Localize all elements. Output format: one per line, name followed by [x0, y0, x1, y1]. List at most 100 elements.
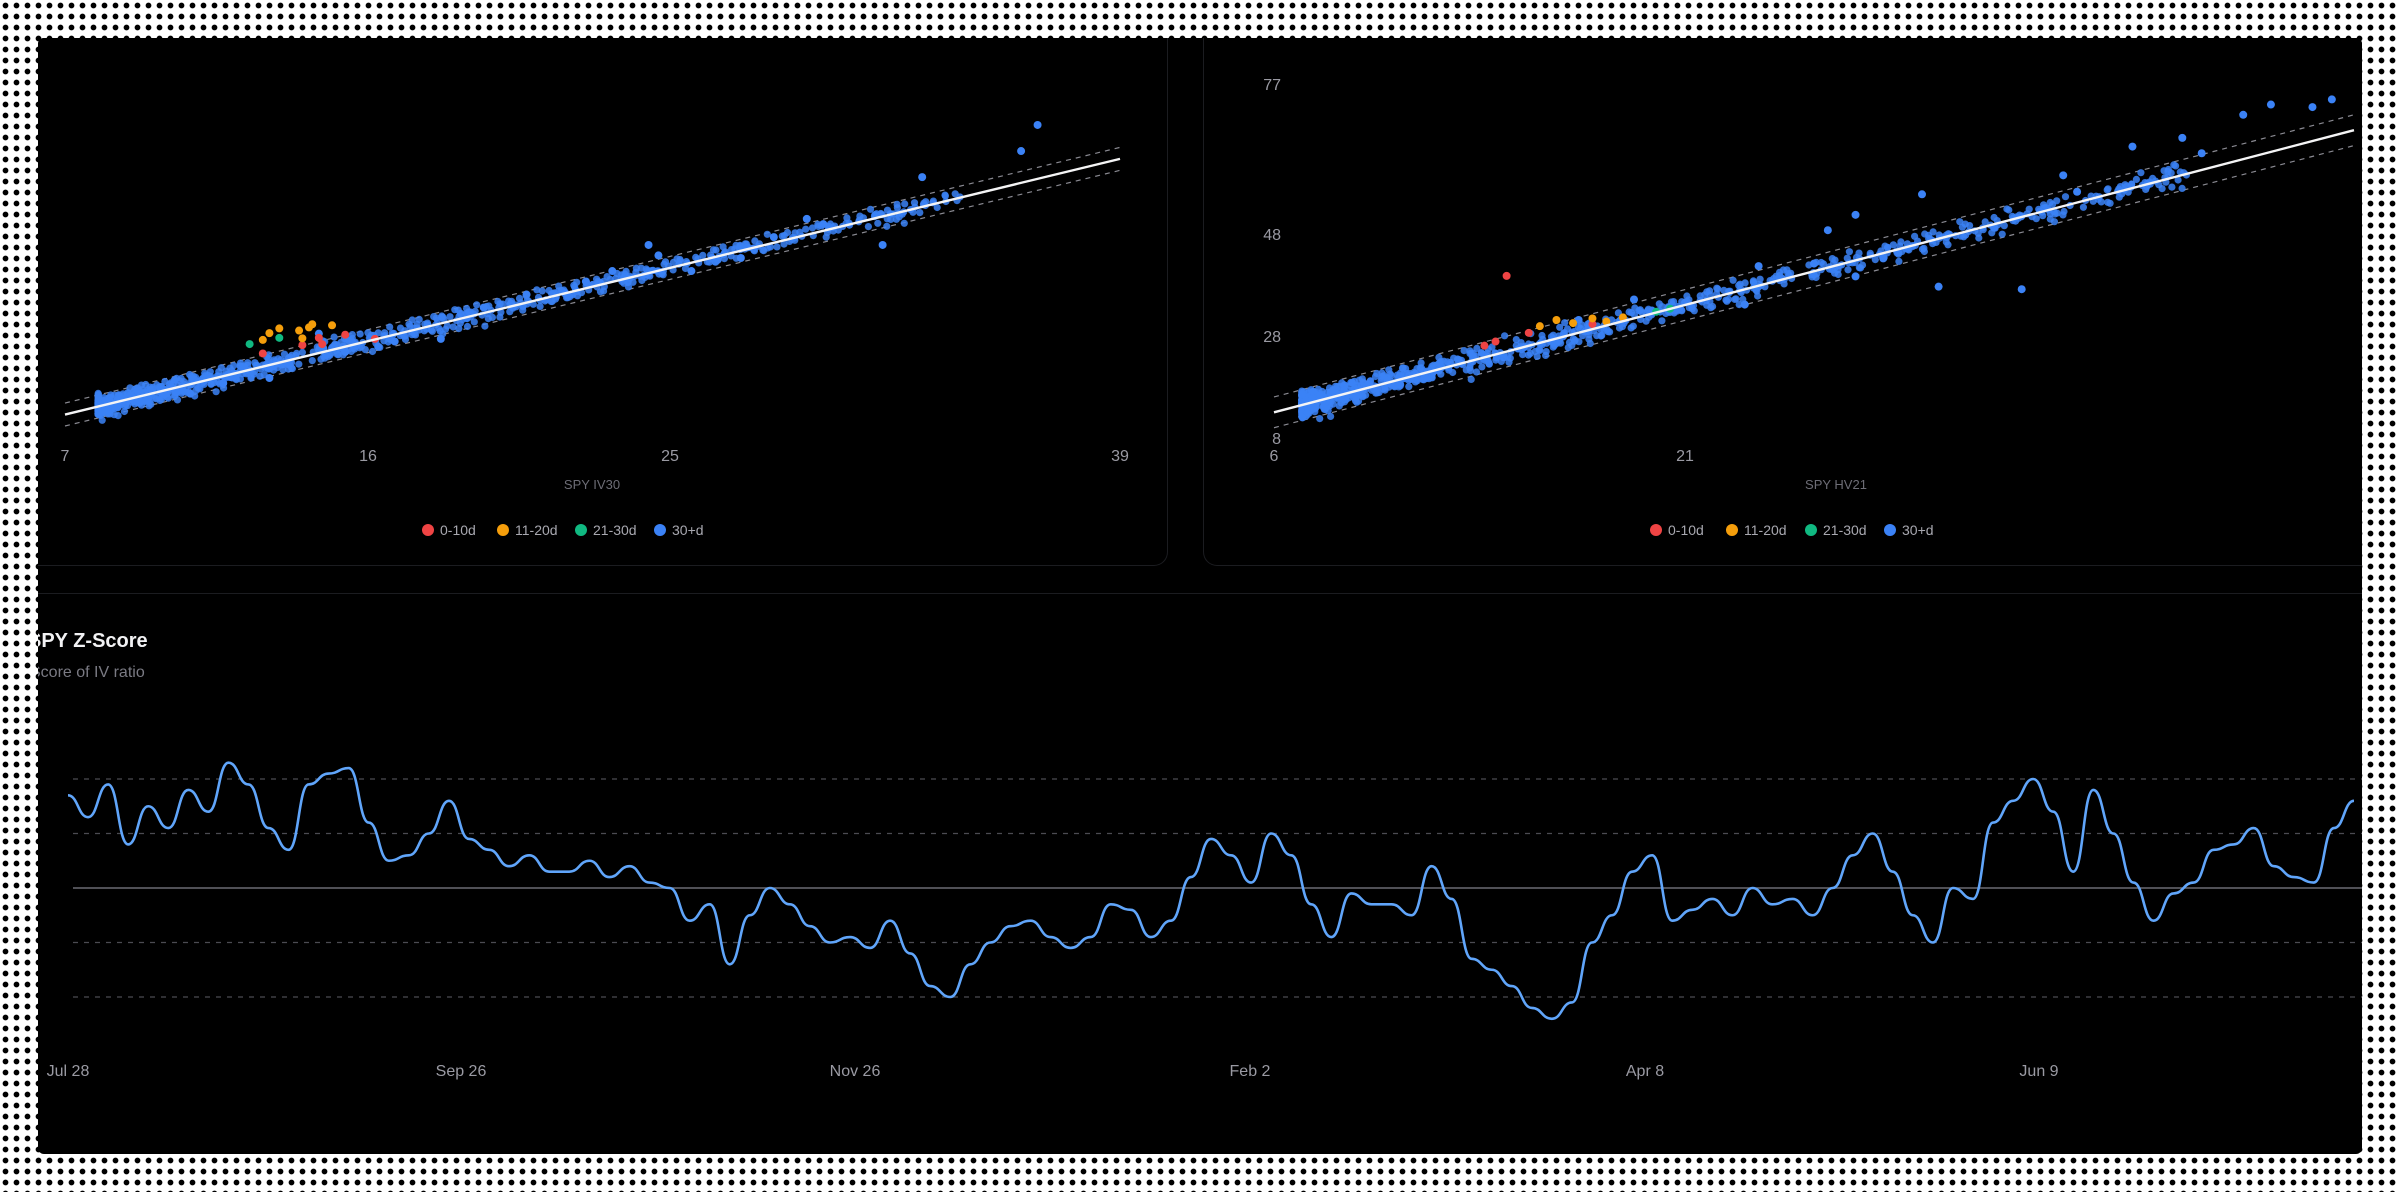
point	[2106, 199, 2114, 207]
point	[1366, 377, 1374, 385]
point	[1819, 260, 1828, 268]
point	[887, 215, 895, 223]
point	[1535, 322, 1544, 331]
lower-band	[64, 169, 1121, 427]
series-30d	[186, 120, 1042, 398]
point	[1017, 147, 1026, 156]
point	[401, 335, 410, 344]
point	[1488, 343, 1496, 351]
legend: 0-10d 11-20d 21-30d 30+d	[1650, 522, 1934, 538]
point	[910, 199, 919, 207]
point	[2266, 100, 2275, 109]
point	[2174, 176, 2182, 184]
point	[1535, 346, 1543, 354]
point	[156, 396, 164, 405]
point	[1512, 336, 1520, 344]
point	[1750, 279, 1758, 287]
point	[1889, 241, 1897, 249]
point	[1327, 412, 1335, 420]
point	[1895, 257, 1903, 265]
points-cloud-30d	[94, 190, 964, 424]
point	[314, 333, 323, 342]
series-2130d	[245, 333, 284, 349]
point	[456, 319, 464, 327]
point	[638, 276, 646, 285]
point	[1524, 328, 1533, 337]
point	[2178, 133, 2187, 142]
point	[2025, 205, 2033, 213]
point	[760, 247, 768, 255]
point	[390, 337, 399, 346]
point	[581, 277, 590, 286]
point	[1466, 350, 1474, 358]
point	[1477, 349, 1485, 357]
legend-label: 11-20d	[515, 522, 558, 538]
point	[436, 334, 445, 343]
point	[1385, 383, 1393, 391]
point	[2176, 168, 2184, 176]
point	[1466, 361, 1474, 369]
series-010d	[1480, 271, 1597, 350]
point	[608, 267, 617, 276]
point	[654, 251, 663, 260]
point	[347, 336, 355, 344]
x-tick-label: 16	[359, 448, 377, 465]
point	[732, 241, 740, 249]
point	[1810, 259, 1818, 268]
point	[219, 379, 228, 388]
point	[522, 290, 531, 299]
point	[629, 278, 637, 286]
y-tick-label: 28	[1263, 329, 1281, 346]
legend-swatch	[654, 524, 666, 536]
point	[186, 389, 195, 398]
point	[1315, 401, 1323, 409]
point	[428, 327, 436, 335]
point	[328, 321, 337, 330]
point	[114, 412, 122, 420]
point	[189, 372, 197, 380]
point	[443, 322, 451, 330]
legend-swatch	[1650, 524, 1662, 536]
point	[1658, 317, 1666, 325]
point	[1435, 359, 1443, 368]
point	[2103, 186, 2111, 194]
point	[878, 240, 887, 249]
point	[463, 304, 471, 313]
point	[1387, 372, 1395, 380]
point	[1586, 339, 1594, 348]
point	[1593, 332, 1601, 340]
point	[951, 190, 959, 198]
point	[455, 325, 463, 333]
point	[481, 322, 489, 330]
point	[496, 300, 504, 308]
point	[1707, 304, 1715, 312]
point	[1033, 120, 1042, 129]
series-1120d	[258, 320, 337, 344]
point	[2239, 110, 2248, 119]
point	[1918, 190, 1926, 199]
point	[1636, 307, 1644, 315]
point	[802, 225, 810, 233]
point	[258, 335, 267, 344]
point	[1413, 377, 1421, 385]
x-tick-label: Nov 26	[830, 1063, 881, 1080]
point	[2059, 171, 2068, 180]
point	[1353, 398, 1361, 406]
point	[883, 222, 891, 230]
point	[1920, 244, 1928, 252]
chart-screen: SPY Z-Score Score of IV ratio 7 16 25 39 SPY…	[38, 38, 2362, 1154]
point	[1482, 357, 1490, 365]
point	[713, 256, 722, 265]
point	[1808, 273, 1816, 281]
point	[298, 348, 306, 356]
point	[1316, 415, 1324, 423]
point	[1956, 218, 1964, 226]
point	[1373, 369, 1381, 378]
point	[330, 333, 338, 341]
point	[295, 360, 303, 368]
point	[1667, 298, 1675, 306]
point	[2079, 203, 2087, 211]
points-cloud-30d	[1298, 161, 2190, 423]
point	[1831, 269, 1839, 277]
point	[1630, 295, 1638, 304]
